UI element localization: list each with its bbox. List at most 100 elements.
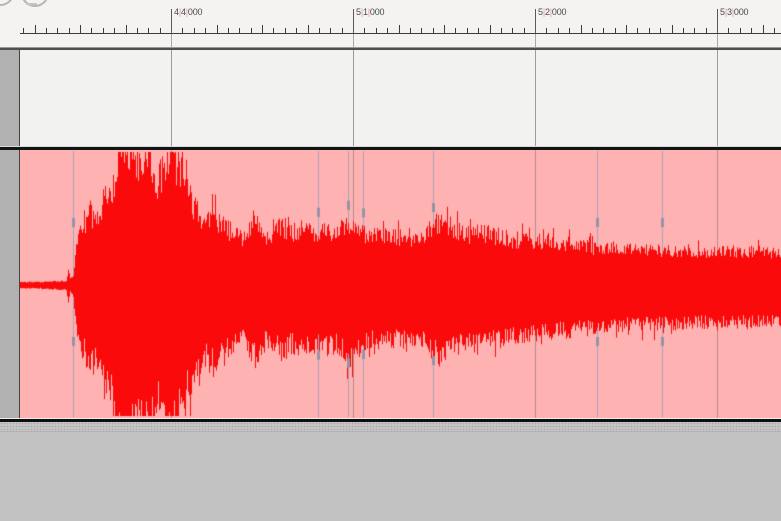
timeline-ruler[interactable]: 4|4|000 5|1|000 5|2|000 5|3|000	[0, 0, 781, 50]
ruler-label-separator: |	[542, 7, 545, 17]
track-lane-empty[interactable]	[20, 50, 781, 146]
ruler-tick	[364, 28, 365, 33]
ruler-tick	[217, 25, 218, 33]
ruler-label-separator: |	[360, 7, 363, 17]
ruler-tick	[182, 28, 183, 33]
ruler-tick	[205, 28, 206, 33]
ruler-label-part: 000	[369, 7, 385, 17]
ruler-label-part: 5	[720, 7, 725, 17]
ruler-label-separator: |	[731, 7, 734, 17]
ruler-tick	[103, 28, 104, 33]
ruler-tick	[399, 25, 400, 33]
texture-strip	[0, 422, 781, 432]
ruler-tick	[160, 28, 161, 33]
ruler-tick	[649, 28, 650, 33]
ruler-tick	[114, 28, 115, 33]
bar-gridline	[717, 50, 718, 146]
ruler-tick	[137, 28, 138, 33]
ruler-tick	[740, 28, 741, 33]
ruler-tick	[615, 28, 616, 33]
track-divider	[0, 147, 781, 150]
ruler-label-separator: |	[367, 7, 370, 17]
ruler-lower-line	[0, 47, 781, 48]
ruler-label-part: 4	[180, 7, 186, 17]
ruler-label: 5|1|000	[356, 7, 385, 18]
ruler-tick	[421, 28, 422, 33]
ruler-tick	[330, 28, 331, 33]
ruler-label: 4|4|000	[174, 7, 203, 18]
ruler-label-part: 4	[174, 7, 179, 17]
ruler-tick	[319, 28, 320, 33]
bottom-panel	[0, 422, 781, 521]
bar-gridline	[171, 50, 172, 146]
ruler-tick	[35, 25, 36, 33]
track-gutter	[0, 50, 20, 422]
ruler-tick	[57, 28, 58, 33]
toolbar-button-glyph	[26, 3, 37, 5]
ruler-tick	[444, 25, 445, 33]
ruler-tick	[478, 28, 479, 33]
ruler-label-part: 000	[733, 7, 749, 17]
ruler-tick	[501, 28, 502, 33]
ruler-tick	[262, 25, 263, 33]
ruler-tick	[581, 25, 582, 33]
ruler-tick	[592, 28, 593, 33]
ruler-label-separator: |	[724, 7, 727, 17]
bar-gridline	[171, 34, 172, 47]
ruler-label: 5|2|000	[538, 7, 567, 18]
ruler-tick	[751, 28, 752, 33]
ruler-tick	[763, 25, 764, 33]
ruler-tick	[46, 28, 47, 33]
ruler-tick	[296, 28, 297, 33]
bar-gridline	[717, 34, 718, 47]
ruler-label-part: 2	[544, 7, 550, 17]
ruler-tick	[717, 9, 718, 33]
ruler-label-part: 3	[726, 7, 732, 17]
ruler-tick	[569, 28, 570, 33]
ruler-label-part: 000	[551, 7, 567, 17]
ruler-tick	[410, 28, 411, 33]
toolbar-button-1[interactable]	[0, 0, 15, 6]
ruler-tick	[490, 25, 491, 33]
ruler-tick	[251, 28, 252, 33]
ruler-tick	[728, 28, 729, 33]
ruler-tick	[558, 28, 559, 33]
bar-gridline	[535, 50, 536, 146]
ruler-tick	[23, 28, 24, 33]
bar-gridline	[353, 50, 354, 146]
bar-gridline	[535, 34, 536, 47]
ruler-label-separator: |	[178, 7, 181, 17]
ruler-tick	[91, 28, 92, 33]
ruler-tick	[376, 28, 377, 33]
ruler-tick	[387, 28, 388, 33]
ruler-tick	[433, 28, 434, 33]
ruler-tick	[342, 28, 343, 33]
ruler-tick	[512, 28, 513, 33]
ruler-label-part: 1	[362, 7, 368, 17]
ruler-tick	[524, 28, 525, 33]
ruler-label-separator: |	[549, 7, 552, 17]
ruler-tick	[353, 9, 354, 33]
ruler-tick	[80, 25, 81, 33]
ruler-tick	[455, 28, 456, 33]
waveform-canvas[interactable]	[20, 150, 781, 418]
ruler-tick	[194, 28, 195, 33]
ruler-tick	[126, 25, 127, 33]
ruler-tick	[308, 25, 309, 33]
ruler-tick	[273, 28, 274, 33]
ruler-baseline	[20, 33, 781, 34]
ruler-tick	[285, 28, 286, 33]
ruler-tick	[683, 28, 684, 33]
track-bottom-highlight	[0, 418, 781, 419]
ruler-tick	[774, 28, 775, 33]
ruler-tick	[467, 28, 468, 33]
ruler-tick	[626, 25, 627, 33]
ruler-tick	[694, 28, 695, 33]
ruler-tick	[239, 28, 240, 33]
bar-gridline	[353, 34, 354, 47]
ruler-label-separator: |	[185, 7, 188, 17]
ruler-tick	[637, 28, 638, 33]
ruler-tick	[148, 28, 149, 33]
ruler-label: 5|3|000	[720, 7, 749, 18]
